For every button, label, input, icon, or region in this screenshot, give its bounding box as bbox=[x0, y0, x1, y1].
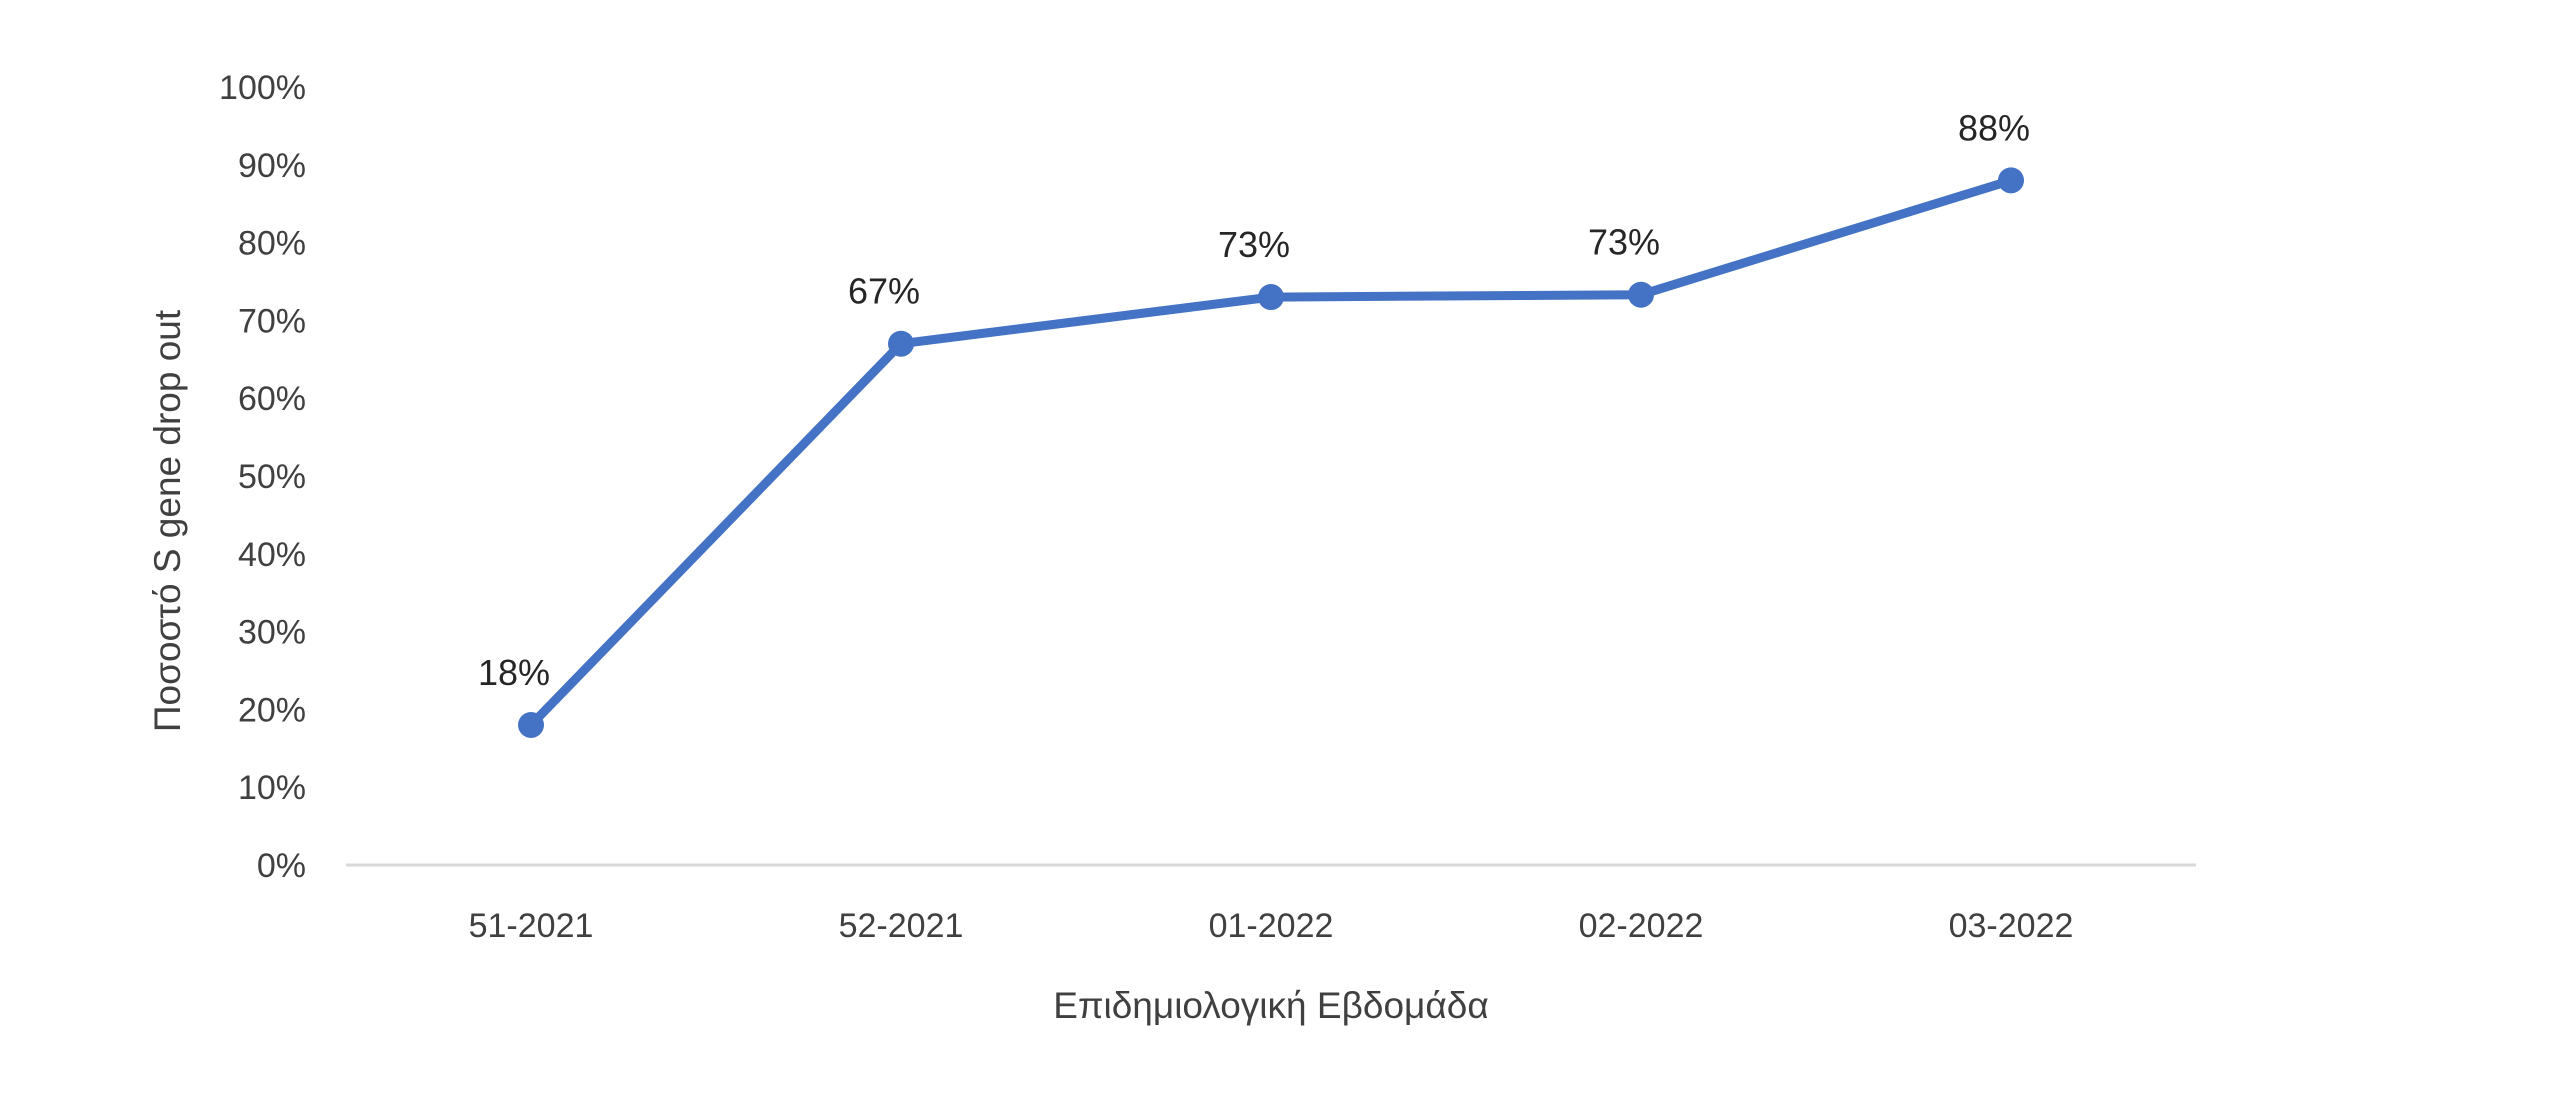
data-labels: 18% 67% 73% 73% 88% bbox=[478, 107, 2030, 693]
data-label: 18% bbox=[478, 652, 550, 693]
data-point bbox=[518, 711, 544, 738]
y-tick-label: 90% bbox=[238, 147, 306, 185]
data-label: 73% bbox=[1218, 224, 1290, 265]
series-points bbox=[518, 167, 2024, 738]
data-label: 88% bbox=[1958, 107, 2030, 148]
x-axis-ticks: 51-2021 52-2021 01-2022 02-2022 03-2022 bbox=[469, 907, 2074, 945]
data-point bbox=[888, 330, 914, 357]
y-tick-label: 100% bbox=[219, 69, 306, 107]
data-label: 67% bbox=[848, 271, 920, 312]
y-tick-label: 70% bbox=[238, 302, 306, 340]
y-tick-label: 60% bbox=[238, 380, 306, 418]
y-tick-label: 80% bbox=[238, 225, 306, 263]
x-tick-label: 03-2022 bbox=[1949, 907, 2074, 945]
y-tick-label: 20% bbox=[238, 691, 306, 729]
x-tick-label: 01-2022 bbox=[1209, 907, 1334, 945]
y-axis-ticks: 0% 10% 20% 30% 40% 50% 60% 70% 80% 90% 100% bbox=[219, 69, 306, 885]
y-tick-label: 40% bbox=[238, 536, 306, 574]
data-label: 73% bbox=[1588, 222, 1660, 263]
y-tick-label: 30% bbox=[238, 614, 306, 652]
data-point bbox=[1998, 167, 2024, 194]
x-tick-label: 52-2021 bbox=[839, 907, 964, 945]
data-point bbox=[1258, 284, 1284, 311]
x-tick-label: 02-2022 bbox=[1579, 907, 1704, 945]
y-axis-title: Ποσοστό S gene drop out bbox=[147, 309, 188, 732]
x-tick-label: 51-2021 bbox=[469, 907, 594, 945]
data-point bbox=[1628, 281, 1654, 308]
y-tick-label: 50% bbox=[238, 458, 306, 496]
y-tick-label: 0% bbox=[257, 847, 306, 885]
x-axis-title: Επιδημιολογική Εβδομάδα bbox=[1053, 985, 1488, 1026]
y-tick-label: 10% bbox=[238, 769, 306, 807]
